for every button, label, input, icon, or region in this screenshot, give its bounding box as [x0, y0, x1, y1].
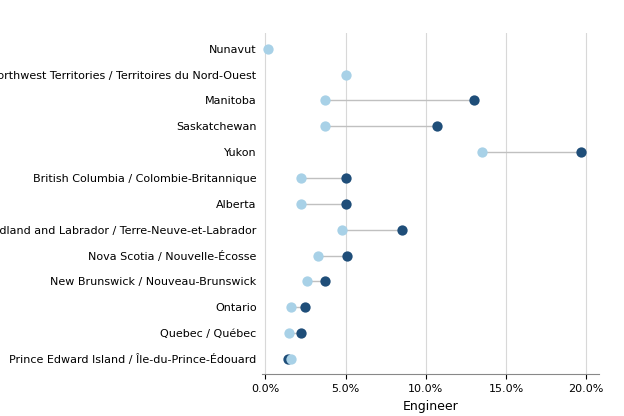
Point	[341, 201, 351, 207]
Point	[283, 356, 293, 362]
Point	[397, 226, 407, 233]
Point	[286, 356, 296, 362]
Point	[338, 226, 348, 233]
Point	[477, 149, 487, 156]
Point	[342, 252, 352, 259]
X-axis label: Engineer: Engineer	[402, 400, 459, 413]
Point	[341, 175, 351, 181]
Point	[319, 278, 329, 285]
Point	[302, 278, 312, 285]
Point	[296, 330, 306, 337]
Point	[319, 97, 329, 104]
Point	[296, 201, 306, 207]
Point	[577, 149, 587, 156]
Point	[296, 175, 306, 181]
Point	[432, 123, 442, 130]
Point	[313, 252, 323, 259]
Point	[341, 71, 351, 78]
Point	[263, 45, 273, 52]
Point	[285, 330, 295, 337]
Point	[469, 97, 479, 104]
Point	[319, 123, 329, 130]
Point	[300, 304, 310, 310]
Point	[286, 304, 296, 310]
